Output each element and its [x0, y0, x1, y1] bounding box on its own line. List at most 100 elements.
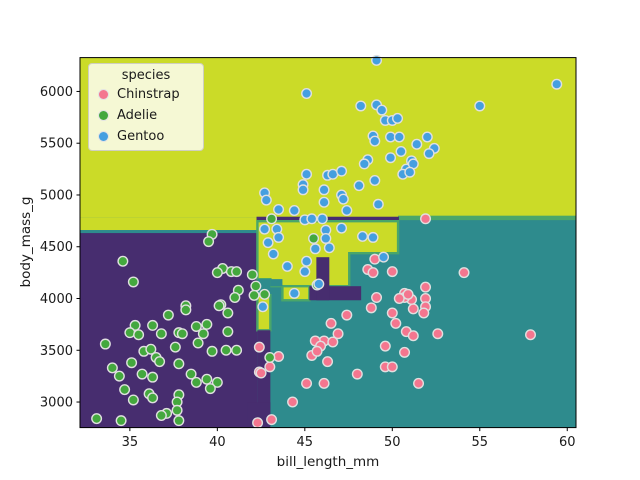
chinstrap-point: [386, 266, 398, 278]
adelie-point: [127, 276, 139, 288]
chinstrap-point: [407, 303, 419, 315]
chinstrap-marker-icon: [99, 90, 108, 99]
gentoo-point: [316, 213, 328, 225]
gentoo-marker-icon: [99, 132, 108, 141]
gentoo-point: [393, 131, 405, 143]
chinstrap-point: [393, 293, 405, 305]
gentoo-point: [353, 180, 365, 192]
chinstrap-point: [420, 281, 432, 293]
adelie-point: [129, 319, 141, 331]
y-tick-label: 6000: [40, 85, 73, 100]
y-tick-label: 3000: [40, 396, 73, 411]
adelie-point: [171, 404, 183, 416]
chinstrap-point: [407, 330, 419, 342]
adelie-point: [155, 328, 167, 340]
chinstrap-point: [341, 309, 353, 321]
scatter-points: [91, 54, 563, 429]
axes-spines: [79, 57, 577, 429]
gentoo-point: [336, 222, 348, 234]
adelie-point: [185, 368, 197, 380]
gentoo-point: [318, 184, 330, 196]
chinstrap-point: [311, 345, 323, 357]
gentoo-point: [392, 112, 404, 124]
chinstrap-point: [458, 267, 470, 279]
gentoo-point: [320, 232, 332, 244]
decision-region-teal: [270, 279, 283, 287]
gentoo-point: [369, 135, 381, 147]
chinstrap-point: [253, 341, 265, 353]
adelie-point: [106, 362, 118, 374]
chinstrap-point: [386, 361, 398, 373]
gentoo-point: [337, 193, 349, 205]
adelie-point: [180, 304, 192, 316]
chinstrap-point: [351, 368, 363, 380]
chinstrap-point: [255, 367, 267, 379]
adelie-point: [126, 357, 138, 369]
chinstrap-point: [386, 307, 398, 319]
adelie-point: [206, 345, 218, 357]
chinstrap-point: [252, 417, 264, 429]
gentoo-point: [306, 213, 318, 225]
gentoo-point: [357, 230, 369, 242]
chinstrap-point: [418, 307, 430, 319]
adelie-point: [197, 328, 209, 340]
adelie-point: [266, 213, 278, 225]
gentoo-point: [404, 166, 416, 178]
gentoo-point: [395, 145, 407, 157]
gentoo-point: [318, 196, 330, 208]
gentoo-point: [336, 165, 348, 177]
adelie-point: [173, 415, 185, 427]
adelie-point: [213, 300, 225, 312]
adelie-point: [154, 356, 166, 368]
gentoo-point: [301, 88, 313, 100]
gentoo-point: [260, 194, 272, 206]
x-tick-label: 40: [209, 435, 226, 450]
chinstrap-point: [379, 340, 391, 352]
x-tick-label: 45: [297, 435, 314, 450]
adelie-point: [231, 266, 243, 278]
gentoo-point: [259, 223, 271, 235]
y-tick-label: 5000: [40, 188, 73, 203]
gentoo-point: [313, 278, 325, 290]
adelie-point: [173, 358, 185, 370]
chinstrap-point: [420, 213, 432, 225]
x-tick-label: 50: [384, 435, 401, 450]
chinstrap-point: [318, 377, 330, 389]
adelie-point: [192, 337, 204, 349]
chinstrap-point: [399, 346, 411, 358]
chinstrap-point: [327, 336, 339, 348]
adelie-point: [190, 376, 202, 388]
gentoo-point: [281, 260, 293, 272]
adelie-point: [117, 255, 129, 267]
chinstrap-point: [266, 414, 278, 426]
gentoo-point: [367, 231, 379, 243]
x-tick-label: 55: [472, 435, 489, 450]
gentoo-point: [309, 243, 321, 255]
adelie-point: [147, 319, 159, 331]
gentoo-point: [421, 131, 433, 143]
adelie-point: [91, 413, 103, 425]
gentoo-point: [372, 198, 384, 210]
adelie-point: [119, 384, 131, 396]
adelie-point: [176, 328, 188, 340]
chinstrap-point: [402, 288, 414, 300]
decision-region-yellow: [80, 217, 258, 231]
chinstrap-point: [413, 377, 425, 389]
chinstrap-point: [264, 361, 276, 373]
y-tick-label: 3500: [40, 344, 73, 359]
adelie-point: [250, 280, 262, 292]
decision-region-teal: [80, 230, 258, 234]
adelie-point: [259, 288, 271, 300]
gentoo-point: [297, 184, 309, 196]
adelie-point: [136, 368, 148, 380]
gentoo-point: [376, 104, 388, 116]
adelie-point: [113, 370, 125, 382]
gentoo-point: [273, 231, 285, 243]
adelie-point: [204, 383, 216, 395]
adelie-point: [231, 344, 243, 356]
y-tick-label: 4000: [40, 292, 73, 307]
adelie-point: [211, 267, 223, 279]
gentoo-point: [299, 266, 311, 278]
adelie-point: [308, 232, 320, 244]
